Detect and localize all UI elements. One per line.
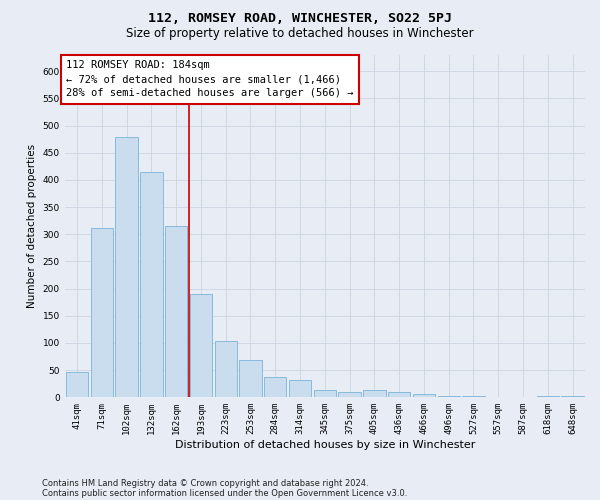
Bar [140, 172, 163, 398]
Text: 112 ROMSEY ROAD: 184sqm
← 72% of detached houses are smaller (1,466)
28% of semi: 112 ROMSEY ROAD: 184sqm ← 72% of detache… [66, 60, 353, 98]
Bar [338, 392, 361, 398]
Bar [388, 392, 410, 398]
Bar [437, 396, 460, 398]
Bar [487, 397, 509, 398]
Y-axis label: Number of detached properties: Number of detached properties [27, 144, 37, 308]
Bar [115, 136, 138, 398]
Bar [165, 226, 187, 398]
X-axis label: Distribution of detached houses by size in Winchester: Distribution of detached houses by size … [175, 440, 475, 450]
Bar [215, 342, 237, 398]
Bar [289, 380, 311, 398]
Bar [413, 394, 435, 398]
Text: 112, ROMSEY ROAD, WINCHESTER, SO22 5PJ: 112, ROMSEY ROAD, WINCHESTER, SO22 5PJ [148, 12, 452, 26]
Bar [363, 390, 386, 398]
Text: Contains HM Land Registry data © Crown copyright and database right 2024.: Contains HM Land Registry data © Crown c… [42, 478, 368, 488]
Bar [463, 396, 485, 398]
Bar [264, 376, 286, 398]
Bar [66, 372, 88, 398]
Text: Contains public sector information licensed under the Open Government Licence v3: Contains public sector information licen… [42, 488, 407, 498]
Bar [562, 396, 584, 398]
Bar [314, 390, 336, 398]
Bar [91, 228, 113, 398]
Bar [239, 360, 262, 398]
Bar [536, 396, 559, 398]
Bar [190, 294, 212, 398]
Text: Size of property relative to detached houses in Winchester: Size of property relative to detached ho… [126, 28, 474, 40]
